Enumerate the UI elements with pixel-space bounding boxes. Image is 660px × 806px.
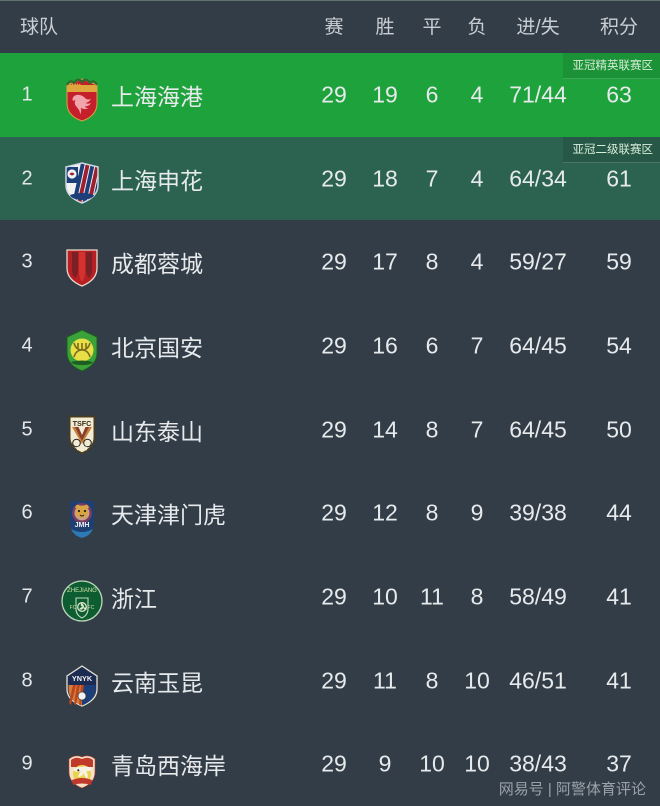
svg-text:TSFC: TSFC — [73, 419, 92, 428]
svg-text:JMH: JMH — [75, 522, 90, 529]
svg-text:FC: FC — [70, 605, 77, 611]
svg-text:YNYK: YNYK — [72, 674, 93, 683]
svg-text:ZHEJIANG: ZHEJIANG — [67, 588, 97, 594]
svg-text:FC: FC — [88, 605, 95, 611]
